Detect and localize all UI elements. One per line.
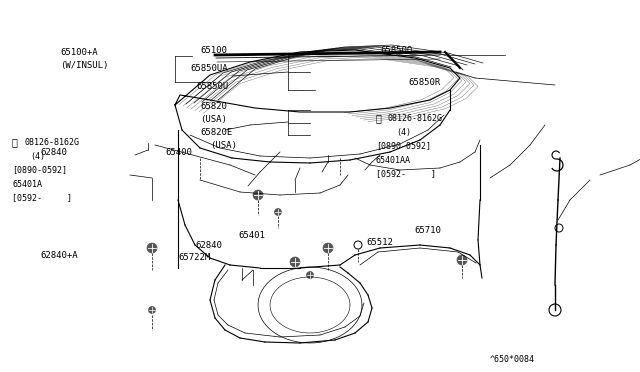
Text: (USA): (USA) <box>210 141 237 150</box>
Text: (W/INSUL): (W/INSUL) <box>60 61 108 70</box>
Text: (4): (4) <box>396 128 411 137</box>
Text: 65401: 65401 <box>238 231 265 240</box>
Text: 65512: 65512 <box>366 237 393 247</box>
Text: 65722M: 65722M <box>178 253 211 263</box>
Circle shape <box>147 243 157 253</box>
Circle shape <box>290 257 300 267</box>
Circle shape <box>323 243 333 253</box>
Text: 65850U: 65850U <box>196 81 228 90</box>
Text: 62840+A: 62840+A <box>40 250 77 260</box>
Text: Ⓑ: Ⓑ <box>376 113 382 123</box>
Text: (USA): (USA) <box>200 115 227 124</box>
Text: 65401AA: 65401AA <box>376 155 411 164</box>
Text: 65400: 65400 <box>165 148 192 157</box>
Text: 65710: 65710 <box>414 225 441 234</box>
Text: 62840: 62840 <box>40 148 67 157</box>
Text: [0890-0592]: [0890-0592] <box>12 166 67 174</box>
Text: 65401A: 65401A <box>12 180 42 189</box>
Text: Ⓑ: Ⓑ <box>12 137 18 147</box>
Circle shape <box>148 307 156 314</box>
Text: 65100: 65100 <box>200 45 227 55</box>
Text: 65850UA: 65850UA <box>190 64 228 73</box>
Text: 08126-8162G: 08126-8162G <box>388 113 443 122</box>
Text: ^650*0084: ^650*0084 <box>490 356 535 365</box>
Text: 65850R: 65850R <box>408 77 440 87</box>
Text: (4): (4) <box>30 151 45 160</box>
Circle shape <box>307 272 314 279</box>
Text: [0592-     ]: [0592- ] <box>376 170 436 179</box>
Text: [0890-0592]: [0890-0592] <box>376 141 431 151</box>
Text: 65100+A: 65100+A <box>60 48 98 57</box>
Circle shape <box>275 208 282 215</box>
Text: 62840: 62840 <box>195 241 222 250</box>
Text: 65820E: 65820E <box>200 128 232 137</box>
Circle shape <box>253 190 263 200</box>
Text: 65850Q: 65850Q <box>380 45 412 55</box>
Text: 65820: 65820 <box>200 102 227 110</box>
Circle shape <box>457 255 467 265</box>
Text: [0592-     ]: [0592- ] <box>12 193 72 202</box>
Text: 08126-8162G: 08126-8162G <box>24 138 79 147</box>
